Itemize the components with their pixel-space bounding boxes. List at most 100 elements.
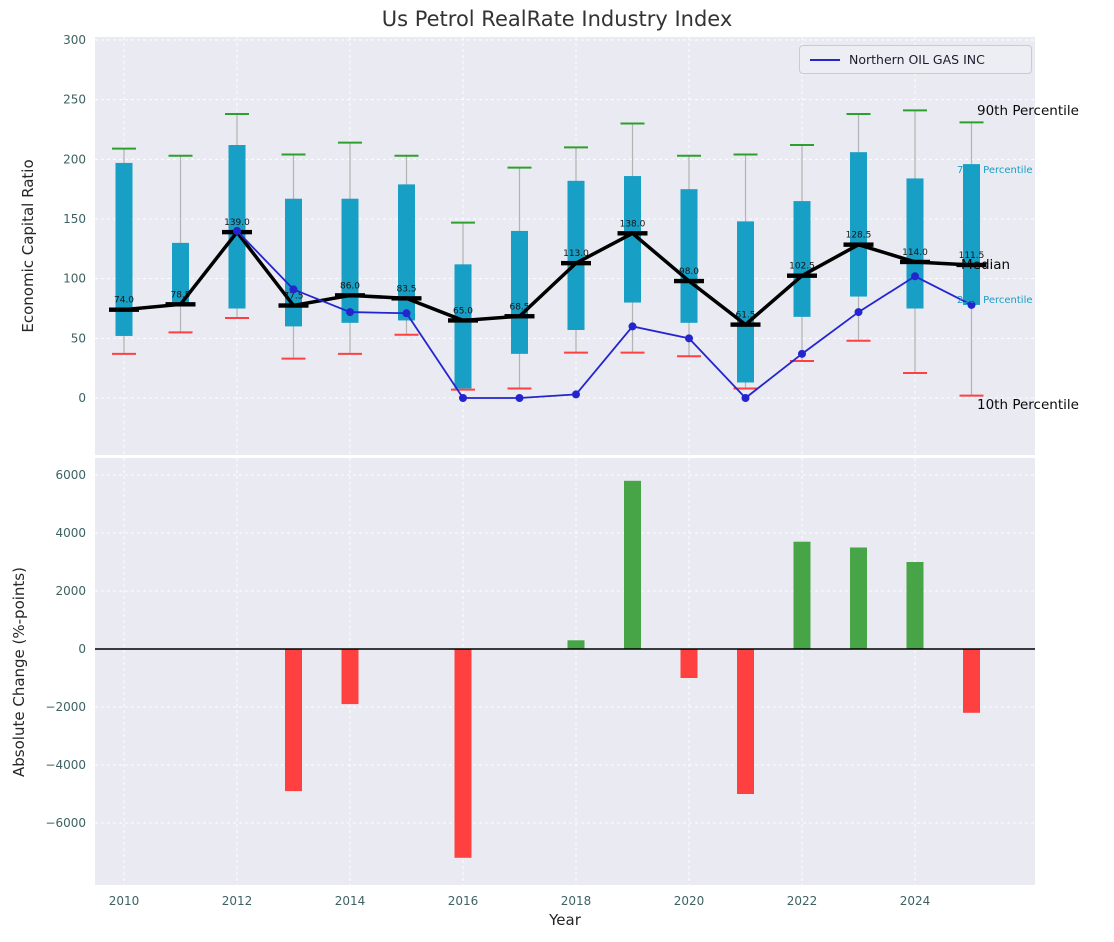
- xtick-label-2022: 2022: [787, 894, 818, 908]
- iqr-box-2015: [398, 184, 415, 321]
- median-value-label-2014: 86.0: [340, 281, 360, 291]
- median-value-label-2011: 78.5: [170, 290, 190, 300]
- company-point-2020: [685, 334, 693, 343]
- median-marker-2018: [561, 260, 591, 266]
- median-marker-2014: [335, 293, 365, 298]
- legend: Northern OIL GAS INC: [799, 45, 1032, 74]
- iqr-box-2012: [228, 145, 246, 309]
- iqr-box-2023: [850, 152, 867, 297]
- ytick-label: 0: [78, 642, 86, 656]
- change-bar-2019: [624, 480, 641, 649]
- company-point-2022: [798, 349, 806, 358]
- ytick-label: 200: [63, 152, 86, 166]
- iqr-box-2024: [906, 178, 924, 309]
- company-line: [236, 230, 972, 400]
- xtick-label-2024: 2024: [900, 894, 931, 908]
- iqr-box-2013: [285, 198, 302, 327]
- iqr-box-2019: [624, 176, 641, 303]
- median-value-label-2020: 98.0: [679, 267, 699, 277]
- ytick-label: −2000: [45, 700, 86, 714]
- legend-line-sample: [810, 58, 840, 61]
- iqr-box-2014: [341, 198, 359, 323]
- annotation-75th-percentile: 75th Percentile: [957, 165, 1033, 176]
- company-point-2016: [459, 394, 467, 402]
- median-value-label-2025: 111.5: [959, 251, 985, 261]
- median-marker-2017: [504, 314, 535, 319]
- company-point-2012: [233, 226, 241, 235]
- ytick-label: 50: [71, 331, 86, 345]
- change-bar-2022: [793, 541, 811, 649]
- iqr-box-2018: [567, 180, 585, 330]
- ytick-label: 150: [63, 212, 86, 226]
- median-value-label-2023: 128.5: [846, 231, 872, 241]
- change-bars: [285, 480, 980, 858]
- median-value-label-2010: 74.0: [114, 296, 134, 306]
- change-bar-2023: [850, 547, 867, 649]
- company-point-2015: [402, 309, 411, 318]
- company-point-2024: [911, 272, 919, 281]
- xtick-label-2020: 2020: [674, 894, 705, 908]
- iqr-box-2020: [680, 189, 698, 323]
- top-grid: [95, 37, 1035, 455]
- median-marker-2023: [843, 242, 874, 247]
- iqr-box-2016: [454, 264, 472, 389]
- x-axis-label: Year: [549, 911, 581, 929]
- bottom-ytick-labels: −6000 −4000 −2000 0 2000 4000 6000: [45, 468, 86, 830]
- change-bar-2021: [737, 649, 754, 794]
- median-marker-2020: [674, 278, 704, 284]
- ytick-label: 300: [63, 33, 86, 47]
- company-point-2017: [515, 394, 524, 402]
- chart-title: Us Petrol RealRate Industry Index: [381, 7, 733, 31]
- ytick-label: 4000: [55, 526, 86, 540]
- xtick-label-2014: 2014: [335, 894, 366, 908]
- median-marker-2013: [278, 303, 309, 308]
- change-bar-2018: [567, 640, 585, 649]
- median-value-label-2024: 114.0: [902, 248, 928, 258]
- annotation-median: Median: [961, 257, 1011, 273]
- iqr-box-2025: [963, 164, 980, 305]
- median-value-label-2018: 113.0: [563, 249, 589, 259]
- change-bar-2025: [963, 649, 980, 713]
- legend-series-label: Northern OIL GAS INC: [849, 52, 985, 67]
- iqr-box-2010: [115, 162, 133, 336]
- company-point-2014: [346, 308, 354, 317]
- median-value-label-2013: 77.5: [283, 292, 303, 302]
- median-line: [123, 229, 972, 327]
- company-point-2023: [854, 308, 863, 317]
- median-value-label-2019: 138.0: [620, 219, 646, 229]
- ytick-label: 2000: [55, 584, 86, 598]
- ytick-label: 250: [63, 93, 86, 107]
- ytick-label: −4000: [45, 758, 86, 772]
- iqr-box-2022: [793, 201, 811, 317]
- median-marker-2016: [448, 318, 478, 323]
- iqr-box-2021: [737, 221, 754, 383]
- ytick-label: 100: [63, 272, 86, 286]
- median-marker-2024: [900, 259, 930, 265]
- annotation-90th-percentile: 90th Percentile: [977, 103, 1079, 119]
- median-marker-2019: [617, 231, 648, 236]
- median-value-label-2021: 61.5: [735, 311, 755, 321]
- iqr-box-2011: [172, 242, 189, 305]
- change-bar-2014: [341, 649, 359, 705]
- median-value-label-2022: 102.5: [789, 262, 815, 272]
- change-bar-2020: [680, 649, 698, 678]
- change-bar-2016: [454, 649, 472, 858]
- xtick-label-2012: 2012: [222, 894, 253, 908]
- median-marker-2025: [956, 262, 987, 268]
- company-point-2021: [741, 394, 750, 402]
- median-value-label-2012: 139.0: [224, 218, 250, 228]
- company-point-2025: [967, 300, 976, 309]
- change-bar-2024: [906, 562, 924, 649]
- median-marker-2015: [391, 296, 422, 301]
- xtick-label-2018: 2018: [561, 894, 592, 908]
- xtick-label-2016: 2016: [448, 894, 479, 908]
- top-ytick-labels: 0 50 100 150 200 250 300: [63, 33, 86, 405]
- top-y-axis-label: Economic Capital Ratio: [19, 159, 37, 333]
- percentile-boxes: [112, 109, 984, 397]
- iqr-box-2017: [511, 230, 528, 354]
- company-point-2019: [628, 322, 637, 331]
- company-point-2013: [289, 285, 298, 294]
- bottom-y-axis-label: Absolute Change (%-points): [10, 567, 28, 777]
